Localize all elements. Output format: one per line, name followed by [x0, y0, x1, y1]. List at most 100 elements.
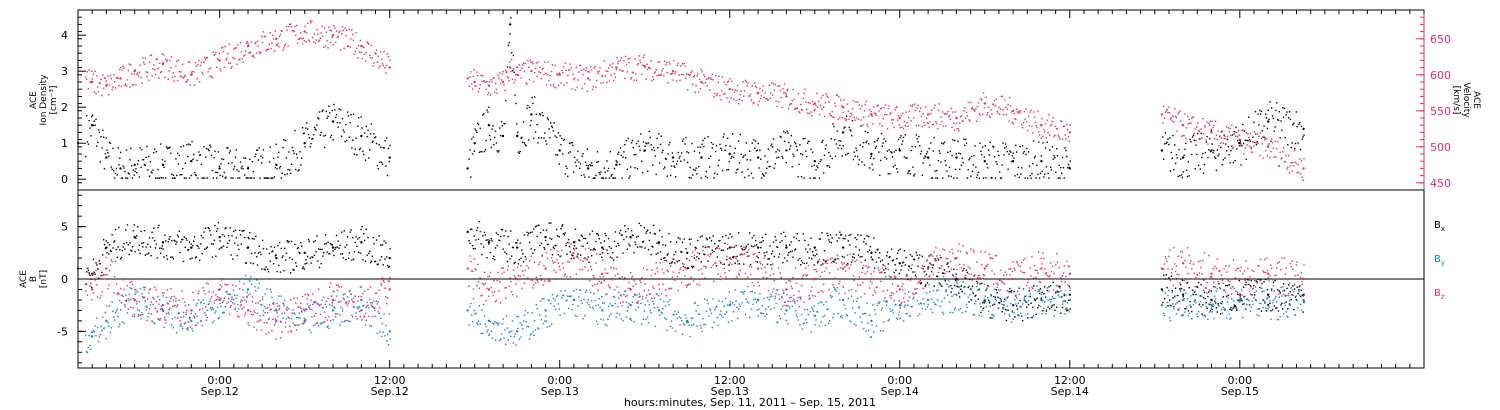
by-sample	[1001, 303, 1003, 306]
velocity-sample	[294, 25, 296, 28]
density-sample	[939, 152, 941, 155]
by-sample	[609, 303, 611, 305]
density-sample	[819, 160, 821, 163]
by-sample	[253, 310, 255, 312]
by-sample	[236, 294, 238, 297]
velocity-sample	[919, 110, 921, 112]
by-sample	[565, 300, 567, 302]
by-sample	[813, 305, 816, 307]
density-sample	[882, 142, 884, 144]
by-sample	[360, 286, 362, 288]
density-sample	[1015, 151, 1018, 153]
velocity-point	[1238, 138, 1242, 141]
density-sample	[1253, 141, 1256, 144]
velocity-sample	[722, 93, 725, 95]
bx-sample	[87, 269, 90, 272]
density-sample	[315, 129, 317, 131]
density-sample	[597, 160, 600, 163]
bx-sample	[133, 224, 135, 226]
by-sample	[907, 291, 910, 293]
bx-sample	[936, 275, 939, 278]
density-sample	[1171, 157, 1173, 160]
velocity-sample	[1027, 115, 1030, 117]
bx-sample	[204, 227, 207, 229]
density-sample	[203, 146, 205, 148]
by-sample	[161, 308, 163, 310]
velocity-sample	[658, 61, 661, 63]
velocity-sample	[186, 80, 188, 83]
velocity-sample	[550, 70, 553, 73]
by-sample	[472, 298, 475, 300]
velocity-sample	[1007, 103, 1009, 106]
by-sample	[848, 289, 850, 292]
bx-sample	[191, 257, 193, 259]
by-sample	[232, 302, 234, 304]
bx-sample	[165, 254, 168, 257]
density-sample	[550, 122, 552, 124]
velocity-sample	[1212, 127, 1214, 129]
velocity-sample	[702, 82, 704, 85]
bx-point	[686, 251, 689, 255]
bx-sample	[565, 244, 567, 247]
density-sample	[692, 168, 695, 171]
density-sample	[1013, 157, 1015, 159]
bx-sample	[759, 241, 761, 244]
density-sample	[1163, 158, 1165, 160]
bx-sample	[750, 245, 753, 247]
density-sample	[791, 166, 793, 168]
by-sample	[709, 308, 711, 310]
velocity-sample	[715, 74, 717, 77]
by-sample	[471, 314, 473, 316]
bx-sample	[189, 258, 192, 260]
by-sample	[573, 289, 575, 292]
by-sample	[502, 318, 504, 320]
by-sample	[340, 306, 342, 308]
velocity-sample	[561, 69, 563, 72]
bx-sample	[276, 270, 278, 273]
velocity-sample	[760, 97, 762, 100]
bx-sample	[488, 243, 490, 245]
velocity-sample	[771, 94, 774, 96]
bx-sample	[1053, 304, 1055, 306]
bx-sample	[660, 258, 663, 261]
density-sample	[573, 156, 576, 159]
bx-sample	[262, 248, 265, 250]
density-sample	[1051, 146, 1054, 148]
velocity-sample	[85, 78, 88, 80]
velocity-sample	[616, 57, 618, 59]
bx-sample	[267, 270, 270, 273]
density-sample	[934, 170, 936, 172]
density-sample	[342, 129, 345, 131]
bx-sample	[1245, 281, 1247, 284]
velocity-sample	[541, 68, 543, 70]
by-sample	[255, 289, 257, 292]
bx-sample	[272, 263, 275, 265]
density-sample	[1265, 113, 1267, 115]
density-sample	[1220, 131, 1223, 133]
bx-sample	[101, 271, 103, 274]
bx-sample	[1191, 289, 1194, 291]
density-sample	[515, 102, 517, 105]
density-sample	[194, 174, 197, 176]
by-sample	[947, 286, 950, 288]
density-sample	[784, 131, 787, 134]
density-sample	[828, 166, 831, 168]
density-sample	[324, 134, 327, 137]
velocity-sample	[527, 66, 530, 68]
bx-sample	[503, 235, 505, 237]
density-sample	[801, 154, 804, 156]
velocity-sample	[1009, 96, 1011, 99]
by-point	[544, 309, 547, 312]
density-sample	[495, 142, 498, 144]
density-sample	[649, 136, 651, 139]
velocity-sample	[1164, 111, 1167, 114]
by-sample	[980, 306, 982, 308]
density-sample	[186, 144, 188, 146]
density-sample	[503, 122, 505, 125]
density-sample	[777, 148, 779, 151]
density-point	[1160, 149, 1164, 152]
by-sample	[885, 301, 887, 303]
velocity-sample	[94, 70, 96, 72]
bx-sample	[1267, 303, 1269, 306]
density-sample	[281, 172, 283, 174]
